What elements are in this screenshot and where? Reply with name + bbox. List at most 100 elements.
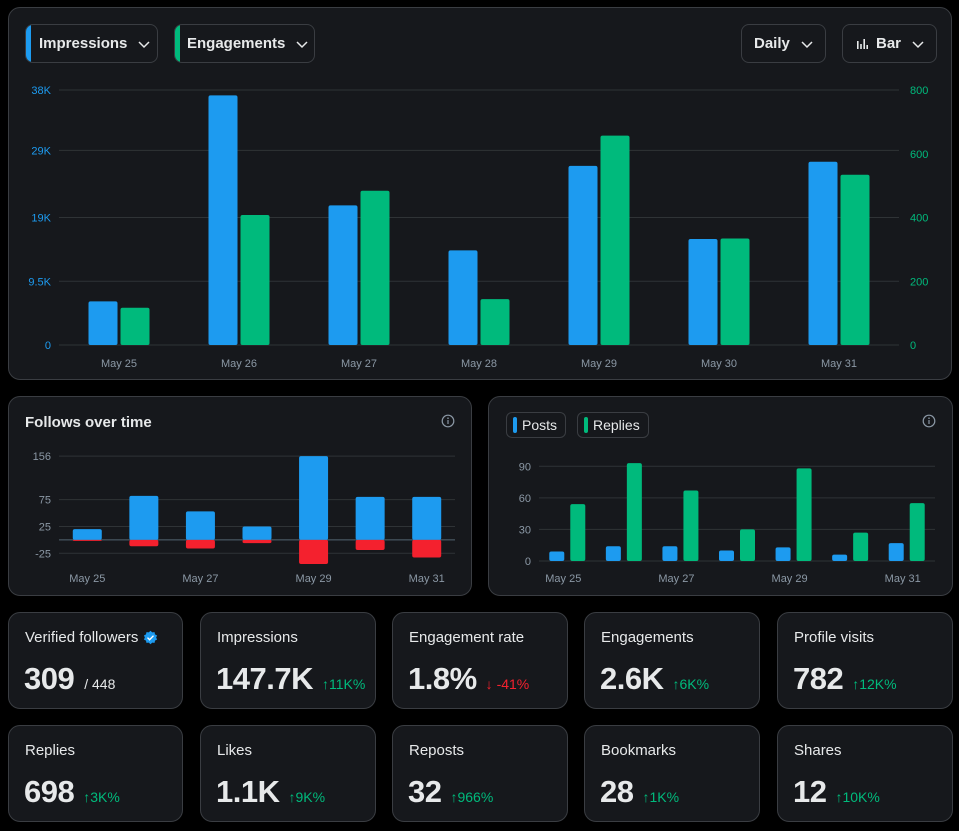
stat-label: Profile visits [794,629,875,646]
stat-label: Bookmarks [601,742,677,759]
metric2-label: Engagements [187,35,286,52]
x-axis-tick-label: May 29 [296,573,332,585]
y-axis-tick-label: 0 [525,556,531,568]
stat-delta-text: 10K% [842,789,880,805]
unfollows-bar [185,539,215,549]
period-dropdown[interactable]: Daily [741,24,826,63]
y-axis-tick-label: 60 [519,493,531,505]
arrow-up-icon: ↑ [672,676,680,692]
stat-card-likes[interactable]: Likes 1.1K ↑9K% [200,725,376,822]
x-axis-tick-label: May 31 [821,358,857,370]
stat-label-wrap: Verified followers [25,629,158,646]
stat-delta: ↓ -41% [486,676,530,692]
stat-card-engagement-rate[interactable]: Engagement rate 1.8% ↓ -41% [392,612,568,709]
arrow-down-icon: ↓ [485,676,493,692]
stat-delta-text: 11K% [328,676,366,692]
follows-chart: 156 75 25 -25 May 25 May 27 May 29 May 31 [33,451,455,585]
stat-delta-text: 3K% [90,789,120,805]
follows-bar [299,456,329,540]
left-axis-tick-label: 29K [31,145,51,157]
follows-title: Follows over time [25,414,152,431]
stat-card-reposts[interactable]: Reposts 32 ↑966% [392,725,568,822]
metric1-dropdown[interactable]: Impressions [25,24,158,63]
engagements-bar [600,135,630,345]
stat-row: 1.1K ↑9K% [216,774,325,810]
stat-delta: ↑6K% [672,676,709,692]
legend-posts[interactable]: Posts [506,412,567,438]
stat-card-verified-followers[interactable]: Verified followers 309 / 448 [8,612,183,709]
metric1-label: Impressions [39,35,128,52]
legend-posts-label: Posts [522,417,558,433]
x-axis-tick-label: May 30 [701,358,737,370]
impressions-bar [328,205,358,345]
x-axis-tick-label: May 31 [409,573,445,585]
stat-value: 698 [24,774,75,809]
stat-label: Impressions [217,629,298,646]
replies-bar [626,463,642,561]
engagements-bar [840,174,870,345]
chart-type-dropdown[interactable]: Bar [842,24,937,63]
stat-sub-value: / 448 [84,676,116,692]
x-axis-tick-label: May 25 [545,573,581,585]
x-axis-tick-label: May 29 [581,358,617,370]
x-axis-tick-label: May 27 [658,573,694,585]
main-chart-card: Impressions Engagements Daily Bar 0 9.5K 1… [8,7,952,380]
stat-value: 12 [793,774,827,809]
stat-delta-text: 12K% [859,676,897,692]
right-axis-tick-label: 400 [910,213,928,225]
stat-card-replies[interactable]: Replies 698 ↑3K% [8,725,183,822]
metric2-dropdown[interactable]: Engagements [174,24,315,63]
follows-bar [242,526,272,540]
posts-bar [549,551,565,561]
stat-delta: ↑10K% [835,789,879,805]
engagements-bar [120,307,150,345]
stat-card-profile-visits[interactable]: Profile visits 782 ↑12K% [777,612,953,709]
legend-replies[interactable]: Replies [577,412,649,438]
stat-row: 147.7K ↑11K% [216,661,365,697]
arrow-up-icon: ↑ [450,789,458,805]
stat-value: 309 [24,661,75,696]
impressions-bar [688,238,718,345]
stat-label: Engagements [601,629,694,646]
unfollows-bar [72,539,102,541]
stat-row: 698 ↑3K% [24,774,120,810]
stat-label: Replies [25,742,76,759]
posts-bar [832,554,848,561]
x-axis-tick-label: May 25 [69,573,105,585]
replies-bar [853,532,869,561]
left-axis-tick-label: 19K [31,213,51,225]
arrow-up-icon: ↑ [852,676,860,692]
posts-replies-chart: 0 30 60 90 May 25 May 27 May 29 May 31 [519,461,935,585]
posts-color-swatch [513,417,517,433]
stat-delta-text: -41% [496,676,530,692]
stat-delta-text: 966% [457,789,494,805]
stat-value: 2.6K [600,661,664,696]
y-axis-tick-label: 25 [39,521,51,533]
stat-row: 12 ↑10K% [793,774,880,810]
posts-bar [775,547,791,561]
y-axis-tick-label: -25 [35,548,51,560]
stat-delta: ↑1K% [642,789,679,805]
stat-card-engagements[interactable]: Engagements 2.6K ↑6K% [584,612,760,709]
x-axis-tick-label: May 27 [341,358,377,370]
info-icon[interactable] [922,414,936,428]
follows-bar [412,496,442,540]
stat-label: Reposts [409,742,465,759]
arrow-up-icon: ↑ [288,789,296,805]
follows-bar [72,529,102,540]
replies-bar [796,468,812,561]
stat-card-impressions[interactable]: Impressions 147.7K ↑11K% [200,612,376,709]
info-icon[interactable] [441,414,455,428]
bar-chart-icon [857,39,868,49]
stat-card-shares[interactable]: Shares 12 ↑10K% [777,725,953,822]
x-axis-tick-label: May 26 [221,358,257,370]
y-axis-tick-label: 90 [519,461,531,473]
follows-bar [185,511,215,540]
stat-label: Verified followers [25,629,139,646]
stat-card-bookmarks[interactable]: Bookmarks 28 ↑1K% [584,725,760,822]
posts-bar [719,550,734,561]
stat-delta-text: 6K% [679,676,710,692]
stat-delta-text: 1K% [649,789,680,805]
impressions-bar [88,301,118,345]
arrow-up-icon: ↑ [83,789,91,805]
